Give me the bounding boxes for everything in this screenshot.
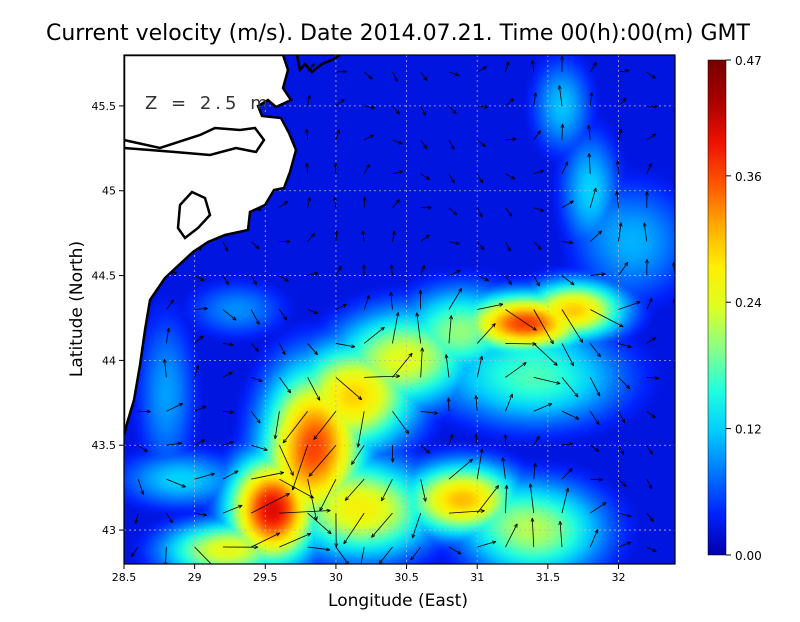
x-tick-label: 32 — [611, 571, 625, 584]
vector-arrowhead — [679, 197, 682, 201]
vector-arrowhead — [678, 484, 682, 488]
colorbar-tick-label: 0.24 — [735, 296, 762, 310]
x-axis-ticks: 28.5 29 29.5 30 30.5 31 31.5 32 — [112, 564, 626, 584]
x-tick-label: 29.5 — [253, 571, 278, 584]
depth-annotation: Z = 2.5 m — [145, 93, 272, 114]
vector-arrow — [448, 398, 449, 411]
vector-arrowhead — [677, 77, 680, 81]
y-tick-label: 44.5 — [92, 270, 117, 283]
x-tick-label: 30.5 — [394, 571, 419, 584]
y-axis-ticks: 43 43.5 44 44.5 45 45.5 — [92, 100, 125, 537]
vector-arrowhead — [681, 170, 685, 173]
vector-arrowhead — [682, 409, 686, 412]
x-tick-label: 28.5 — [112, 571, 137, 584]
x-tick-label: 31 — [470, 571, 484, 584]
vector-arrow — [675, 513, 680, 523]
vector-arrow — [675, 197, 683, 208]
x-tick-label: 30 — [329, 571, 343, 584]
vector-arrow — [675, 479, 682, 487]
x-tick-label: 29 — [188, 571, 202, 584]
colorbar-tick-label: 0.12 — [735, 423, 762, 437]
vector-arrow — [675, 410, 686, 412]
vector-arrowhead — [211, 564, 215, 568]
y-tick-label: 43.5 — [92, 439, 117, 452]
vector-arrow — [675, 170, 685, 174]
y-tick-label: 45 — [102, 185, 116, 198]
plot-area: Z = 2.5 m — [124, 55, 686, 570]
vector-arrow — [675, 72, 680, 81]
colorbar — [708, 60, 726, 555]
vector-arrowhead — [675, 333, 678, 337]
vector-arrow — [675, 370, 683, 378]
x-tick-label: 31.5 — [536, 571, 561, 584]
vector-arrowhead — [679, 110, 683, 114]
vector-arrowhead — [681, 140, 685, 143]
y-tick-label: 44 — [102, 354, 116, 367]
y-tick-label: 45.5 — [92, 100, 117, 113]
vector-arrowhead — [677, 519, 680, 523]
y-tick-label: 43 — [102, 524, 116, 537]
colorbar-ticks: 0.00 0.12 0.24 0.36 0.47 — [726, 54, 762, 563]
colorbar-tick-label: 0.00 — [735, 549, 762, 563]
colorbar-tick-label: 0.47 — [735, 54, 762, 68]
vector-arrow — [675, 140, 685, 143]
vector-arrow — [675, 547, 681, 556]
vector-arrowhead — [359, 567, 362, 571]
y-axis-label: Latitude (North) — [67, 241, 87, 377]
chart-title: Current velocity (m/s). Date 2014.07.21.… — [46, 21, 751, 46]
vector-arrowhead — [681, 447, 685, 450]
vector-arrowhead — [678, 552, 681, 556]
vector-arrowhead — [679, 370, 683, 374]
vector-arrow — [675, 106, 683, 114]
colorbar-tick-label: 0.36 — [735, 170, 762, 184]
x-axis-label: Longitude (East) — [328, 591, 468, 611]
vector-arrow — [675, 445, 685, 450]
